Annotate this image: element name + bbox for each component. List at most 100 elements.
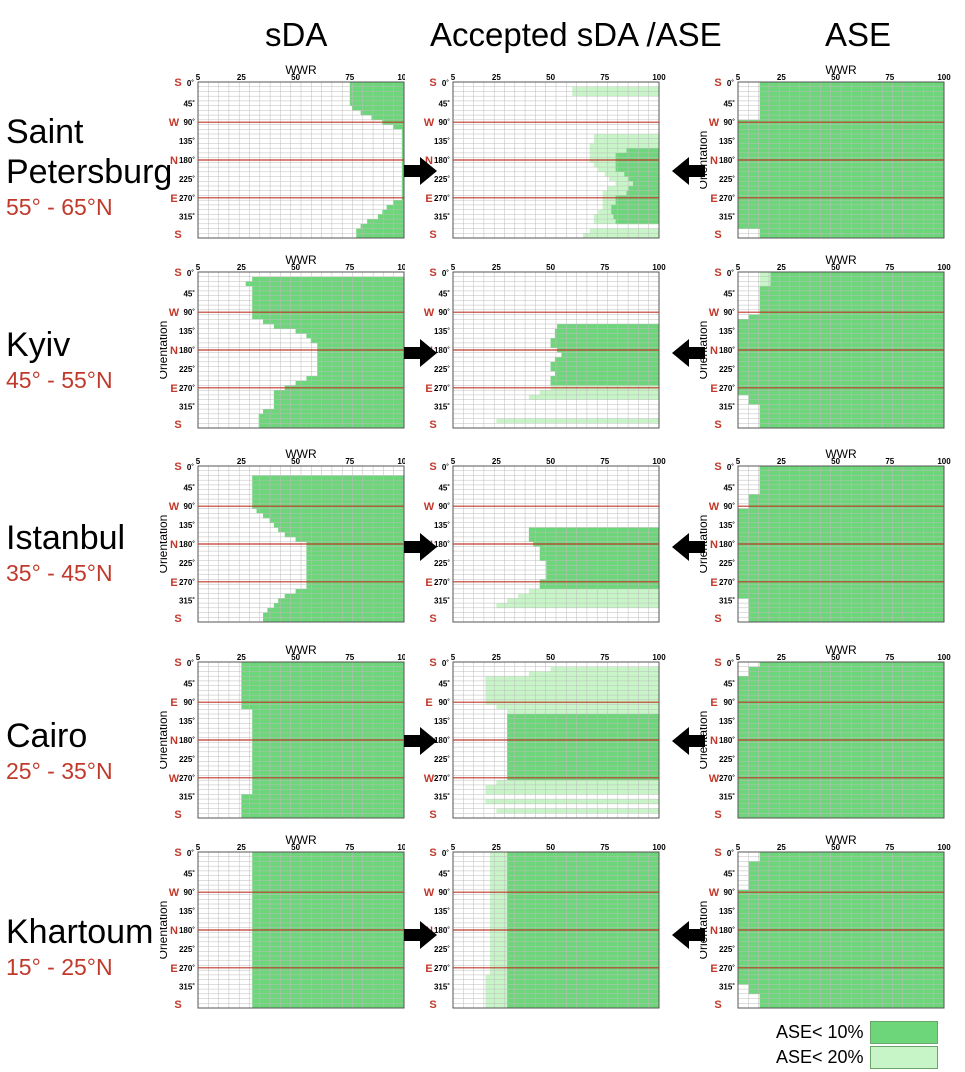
x-tick-label: 5 xyxy=(736,843,741,852)
y-tick-label: 225˚ xyxy=(719,175,735,184)
column-header-sda: sDA xyxy=(265,16,328,53)
ase10-cell-band xyxy=(613,214,659,220)
ase10-cell-band xyxy=(507,880,659,886)
x-tick-label: 25 xyxy=(237,457,246,466)
ase10-cell-band xyxy=(770,281,944,287)
ase10-cell-band xyxy=(507,756,659,762)
y-tick-label: 90˚ xyxy=(183,698,195,707)
arrow-left-icon xyxy=(672,533,705,561)
direction-label: E xyxy=(425,697,432,709)
direction-label: E xyxy=(425,383,432,395)
ase10-cell-band xyxy=(507,714,659,720)
ase10-cell-band xyxy=(507,993,659,999)
y-tick-label: 270˚ xyxy=(434,964,450,973)
x-tick-label: 50 xyxy=(291,457,300,466)
ase10-cell-band xyxy=(349,82,404,88)
ase10-cell-band xyxy=(759,300,944,306)
y-tick-label: 315˚ xyxy=(434,213,450,222)
direction-label: E xyxy=(710,697,717,709)
legend-label: ASE< 20% xyxy=(776,1047,864,1067)
x-tick-label: 25 xyxy=(492,263,501,272)
y-tick-label: 225˚ xyxy=(434,945,450,954)
direction-label: E xyxy=(710,577,717,589)
ase20-cell-band xyxy=(496,704,659,710)
ase10-cell-band xyxy=(748,612,944,618)
ase10-cell-band xyxy=(748,885,944,891)
x-tick-label: 75 xyxy=(885,73,894,82)
y-tick-label: 135˚ xyxy=(179,521,195,530)
y-tick-label: 225˚ xyxy=(179,945,195,954)
ase10-cell-band xyxy=(241,704,404,710)
ase10-cell-band xyxy=(252,922,404,928)
x-tick-label: 50 xyxy=(291,843,300,852)
y-tick-label: 0˚ xyxy=(187,659,194,668)
ase10-cell-band xyxy=(507,932,659,938)
direction-label: S xyxy=(714,999,721,1011)
y-axis-title: Orientation xyxy=(160,321,170,380)
y-axis-title: Orientation xyxy=(700,131,710,190)
ase10-cell-band xyxy=(360,223,404,229)
ase10-cell-band xyxy=(351,105,404,111)
x-tick-label: 25 xyxy=(777,457,786,466)
ase10-cell-band xyxy=(263,612,404,618)
ase20-cell-band xyxy=(589,143,659,149)
ase10-cell-band xyxy=(759,404,944,410)
ase10-cell-band xyxy=(759,228,944,234)
x-tick-label: 100 xyxy=(652,457,666,466)
direction-label: W xyxy=(424,307,435,319)
ase10-cell-band xyxy=(252,984,404,990)
ase10-cell-band xyxy=(252,305,404,311)
y-tick-label: 135˚ xyxy=(434,137,450,146)
direction-label: E xyxy=(425,193,432,205)
y-tick-label: 0˚ xyxy=(727,79,734,88)
y-tick-label: 45˚ xyxy=(723,679,735,688)
ase10-cell-band xyxy=(507,970,659,976)
city-name: Istanbul xyxy=(6,519,126,557)
arrow-right-icon xyxy=(404,727,437,755)
x-tick-label: 100 xyxy=(397,73,405,82)
ase10-cell-band xyxy=(258,418,404,424)
direction-label: W xyxy=(709,887,720,899)
x-tick-label: 100 xyxy=(652,653,666,662)
y-tick-label: 90˚ xyxy=(183,502,195,511)
ase10-cell-band xyxy=(252,861,404,867)
x-tick-label: 50 xyxy=(831,653,840,662)
heatmap-panel: WWR 5 25 50 75 100 0˚ 45˚ 90˚ 135˚ 180˚ 225˚ 270˚ 315… xyxy=(700,447,951,625)
direction-label: E xyxy=(710,383,717,395)
ase10-cell-band xyxy=(252,718,404,724)
column-header-ase: ASE xyxy=(825,16,892,53)
x-tick-label: 100 xyxy=(397,843,405,852)
y-tick-label: 90˚ xyxy=(723,888,735,897)
ase10-cell-band xyxy=(528,527,659,533)
ase10-cell-band xyxy=(241,676,404,682)
heatmap-panel: 5 25 50 75 100 0˚ 45˚ 90˚ 135˚ 180˚ 225˚ 270˚ 315˚ S E… xyxy=(424,653,666,821)
ase10-cell-band xyxy=(241,680,404,686)
ase10-cell-band xyxy=(507,904,659,910)
x-tick-label: 25 xyxy=(492,843,501,852)
ase10-cell-band xyxy=(539,546,659,552)
y-tick-label: 225˚ xyxy=(719,945,735,954)
ase10-cell-band xyxy=(507,728,659,734)
ase10-cell-band xyxy=(748,399,944,405)
legend-swatch xyxy=(869,1021,938,1044)
x-tick-label: 5 xyxy=(736,263,741,272)
ase10-cell-band xyxy=(252,286,404,292)
ase10-cell-band xyxy=(273,399,404,405)
ase10-cell-band xyxy=(252,276,404,282)
x-tick-label: 50 xyxy=(546,263,555,272)
ase10-cell-band xyxy=(269,518,404,524)
ase10-cell-band xyxy=(539,555,659,561)
direction-label: N xyxy=(170,735,178,747)
ase10-cell-band xyxy=(241,685,404,691)
city-latitude: 15° - 25°N xyxy=(6,954,113,980)
ase10-cell-band xyxy=(252,946,404,952)
ase10-cell-band xyxy=(528,536,659,542)
ase10-cell-band xyxy=(371,115,404,121)
ase10-cell-band xyxy=(252,880,404,886)
x-axis-title: WWR xyxy=(285,643,317,657)
y-tick-label: 270˚ xyxy=(179,578,195,587)
x-tick-label: 25 xyxy=(237,73,246,82)
ase10-cell-band xyxy=(263,319,404,325)
y-tick-label: 180˚ xyxy=(719,736,735,745)
y-tick-label: 0˚ xyxy=(727,849,734,858)
